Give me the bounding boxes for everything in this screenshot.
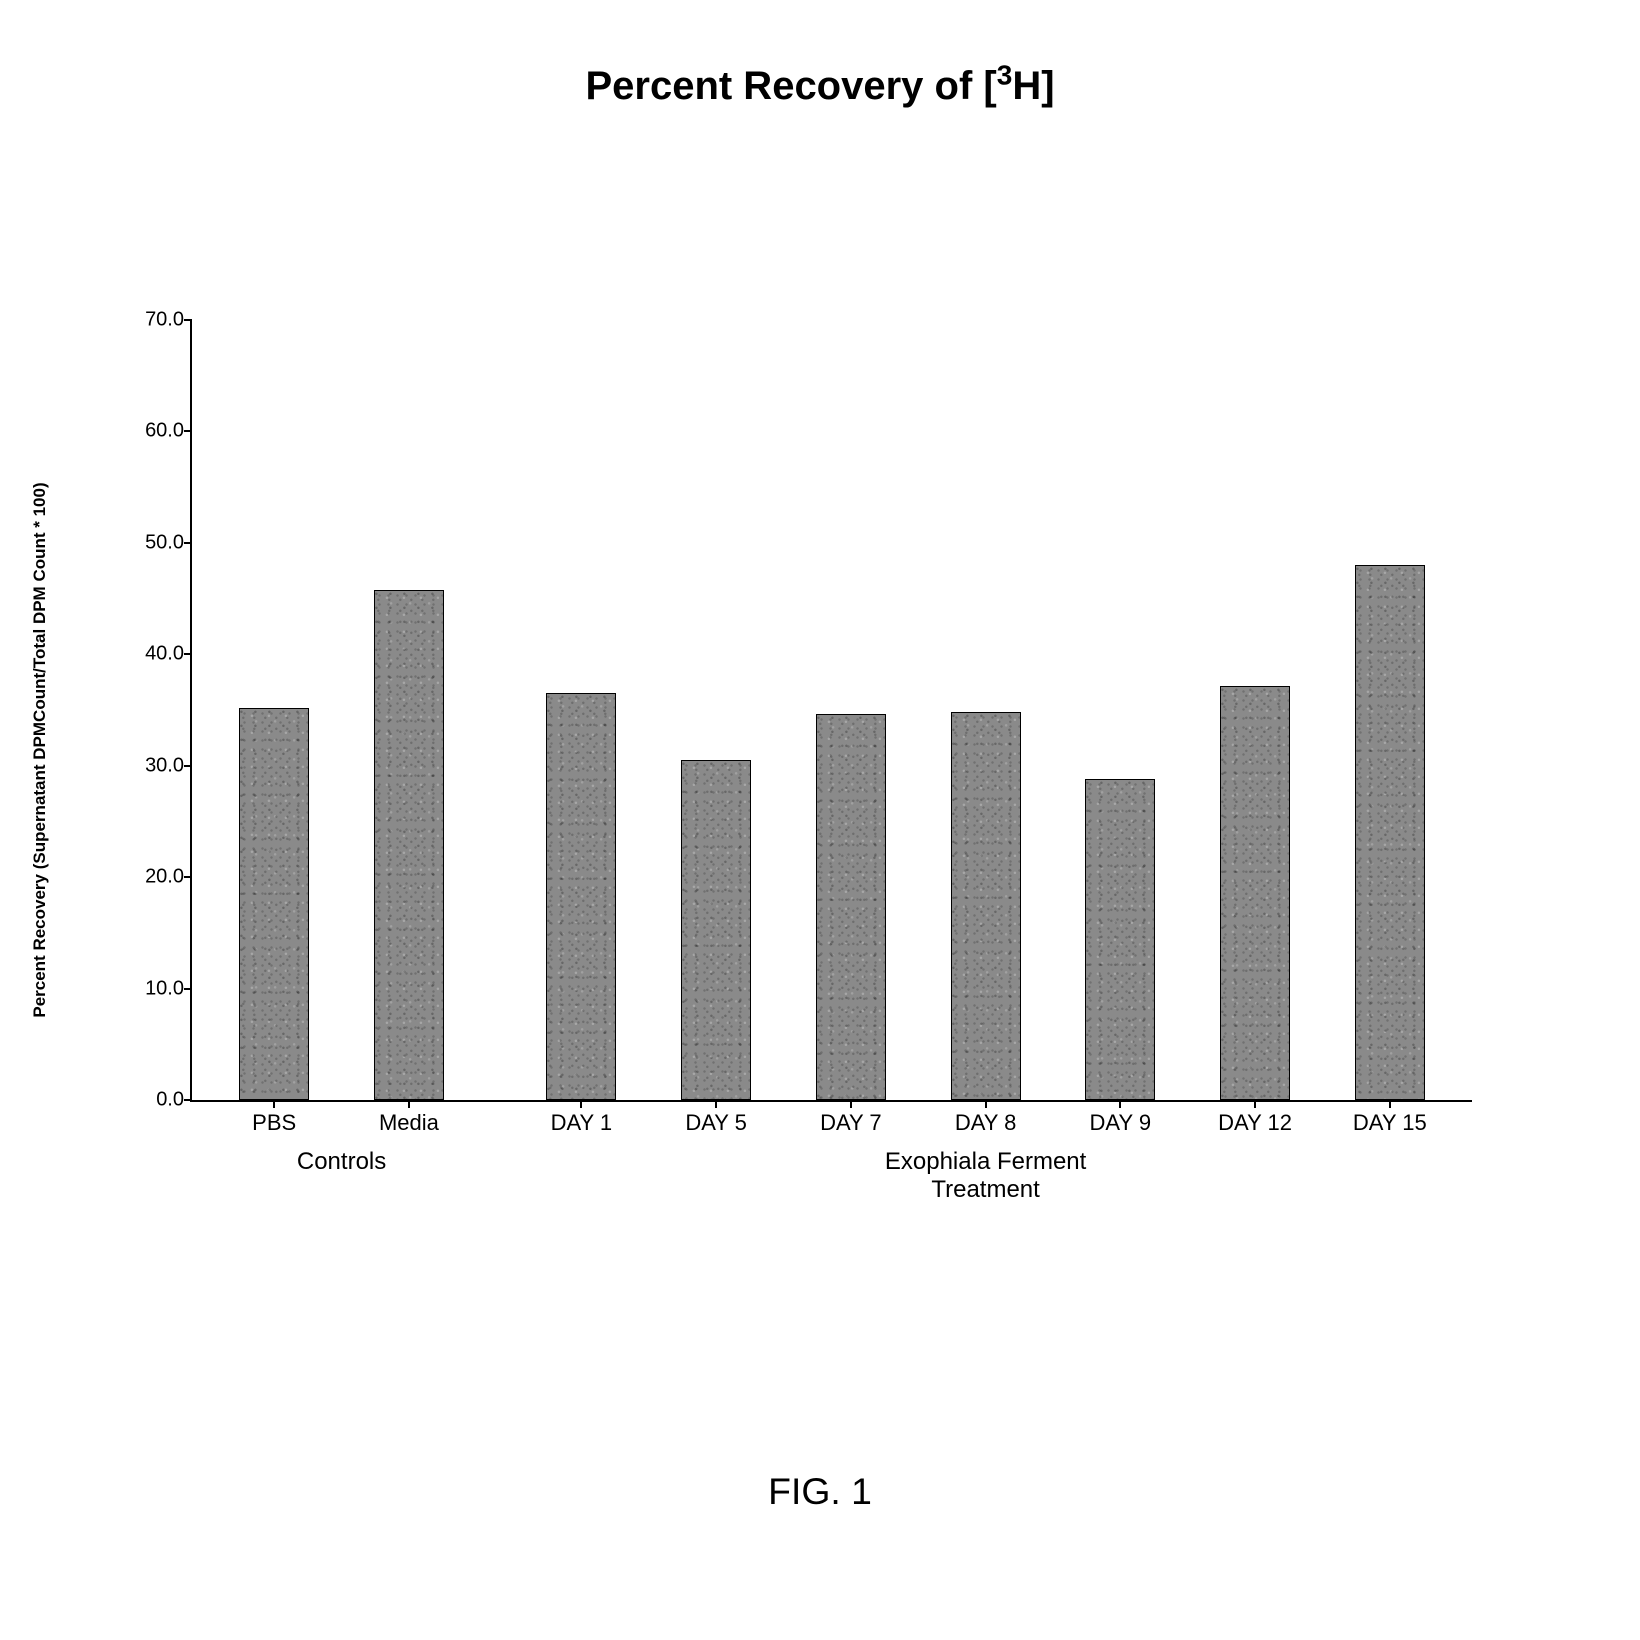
x-tick-mark [408,1100,410,1108]
x-tick-mark [1389,1100,1391,1108]
bar [1085,779,1155,1100]
y-tick-label: 70.0 [145,309,184,332]
x-tick-label: DAY 9 [1090,1110,1152,1136]
x-tick-label: DAY 8 [955,1110,1017,1136]
x-tick-mark [273,1100,275,1108]
bar [546,693,616,1100]
y-tick-label: 60.0 [145,420,184,443]
x-tick-label: DAY 7 [820,1110,882,1136]
y-tick-mark [184,876,192,878]
chart-area: Percent Recovery (Supernatant DPMCount/T… [120,320,1520,1180]
y-tick-label: 20.0 [145,866,184,889]
y-tick-label: 40.0 [145,643,184,666]
y-axis-label: Percent Recovery (Supernatant DPMCount/T… [30,360,50,1140]
y-tick-mark [184,430,192,432]
y-tick-mark [184,765,192,767]
bar [681,760,751,1100]
x-tick-label: Media [379,1110,439,1136]
chart-title-text: Percent Recovery of [3H] [585,64,1054,108]
x-tick-label: PBS [252,1110,296,1136]
y-tick-mark [184,1099,192,1101]
bar [951,712,1021,1100]
bar [374,590,444,1100]
x-tick-mark [715,1100,717,1108]
x-tick-mark [850,1100,852,1108]
bar [816,714,886,1100]
x-tick-mark [1254,1100,1256,1108]
bar [1220,686,1290,1101]
y-tick-label: 30.0 [145,754,184,777]
x-tick-mark [1119,1100,1121,1108]
group-label: Exophiala FermentTreatment [736,1148,1236,1204]
plot-region: 0.010.020.030.040.050.060.070.0PBSMediaD… [190,320,1472,1102]
y-tick-label: 50.0 [145,531,184,554]
group-label-line: Exophiala Ferment [736,1148,1236,1176]
y-tick-mark [184,542,192,544]
group-label-line: Controls [92,1148,592,1176]
x-tick-label: DAY 1 [551,1110,613,1136]
x-tick-label: DAY 15 [1353,1110,1427,1136]
x-tick-mark [985,1100,987,1108]
bar [239,708,309,1100]
y-tick-label: 10.0 [145,977,184,1000]
y-tick-label: 0.0 [156,1089,184,1112]
group-label-line: Treatment [736,1176,1236,1204]
x-tick-label: DAY 5 [685,1110,747,1136]
group-label: Controls [92,1148,592,1176]
chart-title: Percent Recovery of [3H] [0,60,1640,109]
figure-caption: FIG. 1 [0,1470,1640,1513]
page: Percent Recovery of [3H] Percent Recover… [0,0,1640,1640]
bar [1355,565,1425,1100]
y-tick-mark [184,988,192,990]
y-tick-mark [184,653,192,655]
x-tick-label: DAY 12 [1218,1110,1292,1136]
y-tick-mark [184,319,192,321]
x-tick-mark [580,1100,582,1108]
